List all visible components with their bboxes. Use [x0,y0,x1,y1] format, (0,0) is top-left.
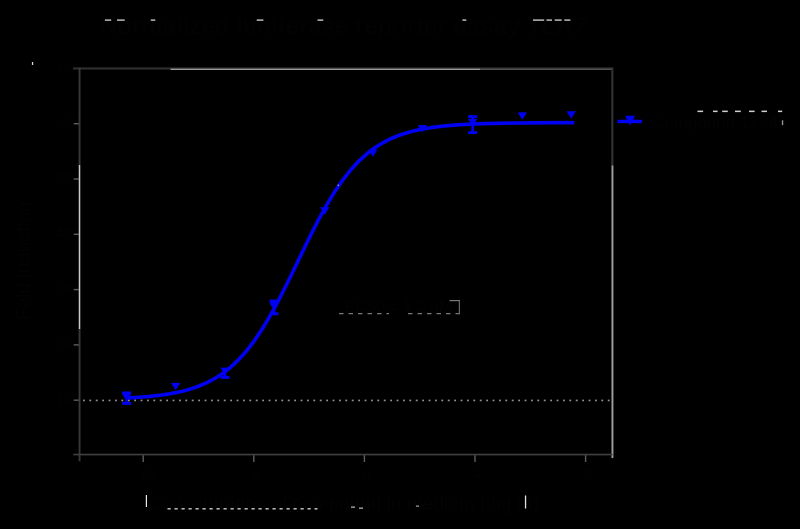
svg-text:Compound 12345: Compound 12345 [652,113,787,132]
svg-text:200: 200 [56,335,80,351]
svg-text:700: 700 [56,60,80,76]
svg-text:Concentration of compound in m: Concentration of compound in medium (log… [148,494,539,515]
svg-text:-10: -10 [135,466,155,482]
svg-text:400: 400 [56,225,80,241]
svg-text:-2: -2 [579,466,592,482]
svg-text:-6: -6 [358,466,371,482]
svg-text:Fold induction: Fold induction [14,202,35,320]
svg-text:-8: -8 [248,466,261,482]
svg-text:-4: -4 [469,466,482,482]
svg-text:100: 100 [56,391,80,407]
svg-text:Normalized luciferase reporter: Normalized luciferase reporter assay TLR… [100,13,587,40]
svg-text:500: 500 [56,170,80,186]
svg-text:EC50 = 1.2 uM: EC50 = 1.2 uM [345,299,452,316]
svg-text:600: 600 [56,115,80,131]
svg-text:300: 300 [56,280,80,296]
